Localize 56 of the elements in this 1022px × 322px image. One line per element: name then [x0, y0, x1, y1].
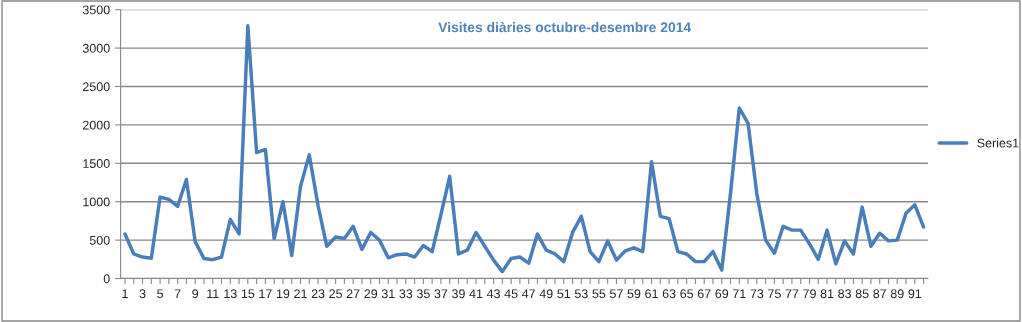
y-tick-label: 2000 [83, 120, 110, 130]
x-tick-label: 21 [294, 289, 307, 299]
x-tick-label: 41 [469, 289, 483, 299]
x-tick-label: 13 [224, 289, 237, 299]
x-tick-label: 5 [157, 289, 164, 299]
x-tick-label: 45 [504, 289, 518, 299]
x-tick-label: 69 [715, 289, 729, 299]
x-tick-label: 15 [241, 289, 255, 299]
x-tick-label: 85 [855, 289, 869, 299]
y-tick-label: 0 [103, 274, 110, 284]
x-tick-label: 23 [311, 289, 325, 299]
x-tick-label: 25 [329, 289, 343, 299]
x-tick-label: 61 [645, 289, 658, 299]
x-tick-label: 77 [785, 289, 799, 299]
x-tick-label: 35 [416, 289, 430, 299]
text: Visites diàries octubre-desembre 2014 [438, 21, 692, 33]
x-tick-label: 63 [662, 289, 676, 299]
x-tick-label: 19 [276, 289, 290, 299]
x-tick-label: 43 [486, 289, 500, 299]
x-tick-label: 1 [122, 289, 128, 299]
x-tick-label: 31 [381, 289, 395, 299]
x-tick-label: 57 [609, 289, 623, 299]
x-tick-label: 73 [750, 289, 764, 299]
x-tick-label: 7 [174, 289, 181, 299]
x-tick-label: 53 [574, 289, 588, 299]
x-tick-label: 87 [873, 289, 887, 299]
x-tick-label: 51 [557, 289, 571, 299]
x-tick-label: 3 [139, 289, 146, 299]
x-tick-label: 65 [680, 289, 694, 299]
x-tick-label: 49 [539, 289, 553, 299]
x-tick-label: 83 [838, 289, 852, 299]
x-tick-label: 71 [732, 289, 746, 299]
y-tick-label: 3500 [82, 5, 110, 15]
x-tick-label: 47 [522, 289, 535, 299]
legend-label: Series1 [977, 138, 1019, 148]
x-tick-label: 67 [697, 289, 711, 299]
x-tick-label: 17 [259, 289, 272, 299]
x-tick-label: 59 [627, 289, 641, 299]
x-tick-label: 29 [364, 289, 378, 299]
x-tick-label: 79 [803, 289, 816, 299]
x-tick-label: 37 [434, 289, 448, 299]
y-tick-label: 1500 [83, 159, 110, 168]
x-tick-label: 11 [207, 289, 219, 299]
x-tick-label: 89 [890, 289, 904, 299]
y-tick-label: 1000 [83, 197, 110, 207]
x-tick-label: 55 [592, 289, 606, 299]
y-tick-label: 3000 [82, 43, 110, 53]
x-tick-label: 9 [192, 289, 199, 299]
x-tick-label: 33 [399, 289, 413, 299]
x-tick-label: 27 [346, 289, 360, 299]
x-tick-label: 75 [768, 289, 781, 299]
y-tick-label: 500 [89, 235, 110, 245]
x-tick-label: 91 [908, 289, 922, 299]
x-tick-label: 81 [820, 289, 834, 299]
x-tick-label: 39 [451, 289, 465, 299]
y-tick-label: 2500 [83, 82, 110, 92]
